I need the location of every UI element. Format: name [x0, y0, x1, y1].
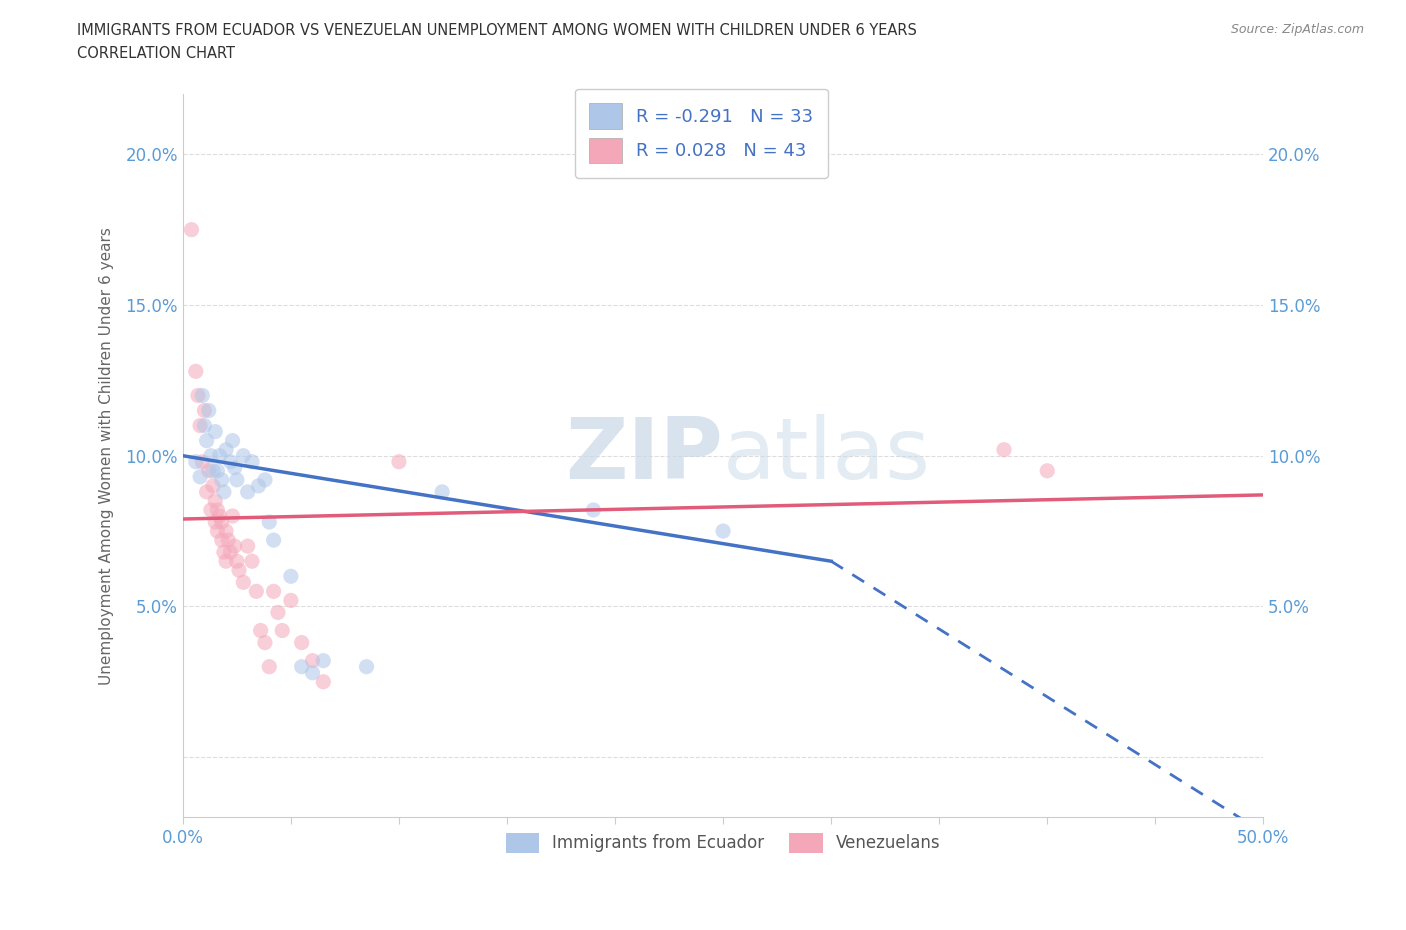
Point — [247, 478, 270, 493]
Point — [188, 470, 211, 485]
Text: ZIP: ZIP — [565, 414, 723, 498]
Point — [212, 545, 235, 560]
Point — [263, 533, 285, 548]
Point — [301, 665, 323, 680]
Point — [245, 584, 267, 599]
Point — [191, 388, 214, 403]
Y-axis label: Unemployment Among Women with Children Under 6 years: Unemployment Among Women with Children U… — [100, 227, 114, 684]
Point — [207, 463, 229, 478]
Point — [184, 364, 207, 379]
Text: atlas: atlas — [723, 414, 931, 498]
Point — [228, 563, 250, 578]
Point — [301, 653, 323, 668]
Point — [204, 494, 226, 509]
Point — [388, 455, 411, 470]
Point — [219, 455, 242, 470]
Point — [221, 509, 243, 524]
Point — [195, 485, 218, 499]
Point — [211, 472, 233, 487]
Point — [197, 403, 219, 418]
Point — [207, 502, 229, 517]
Point — [200, 448, 222, 463]
Point — [195, 433, 218, 448]
Point — [224, 538, 246, 553]
Point — [280, 593, 302, 608]
Point — [267, 605, 290, 620]
Text: Source: ZipAtlas.com: Source: ZipAtlas.com — [1230, 23, 1364, 36]
Point — [1036, 463, 1059, 478]
Point — [312, 674, 335, 689]
Point — [217, 533, 239, 548]
Point — [582, 502, 605, 517]
Point — [312, 653, 335, 668]
Point — [208, 448, 231, 463]
Point — [215, 443, 238, 458]
Point — [202, 463, 225, 478]
Point — [180, 222, 202, 237]
Point — [204, 424, 226, 439]
Point — [236, 485, 259, 499]
Point — [711, 524, 734, 538]
Point — [280, 569, 302, 584]
Legend: Immigrants from Ecuador, Venezuelans: Immigrants from Ecuador, Venezuelans — [499, 826, 948, 859]
Point — [188, 418, 211, 433]
Point — [253, 635, 276, 650]
Point — [291, 659, 314, 674]
Point — [232, 575, 254, 590]
Point — [208, 509, 231, 524]
Point — [430, 485, 453, 499]
Point — [207, 524, 229, 538]
Point — [253, 472, 276, 487]
Point — [184, 455, 207, 470]
Point — [215, 524, 238, 538]
Point — [219, 545, 242, 560]
Point — [215, 553, 238, 568]
Point — [200, 502, 222, 517]
Point — [993, 443, 1015, 458]
Point — [211, 514, 233, 529]
Point — [211, 533, 233, 548]
Point — [224, 460, 246, 475]
Point — [202, 478, 225, 493]
Point — [232, 448, 254, 463]
Point — [240, 455, 263, 470]
Point — [221, 433, 243, 448]
Point — [212, 485, 235, 499]
Point — [236, 538, 259, 553]
Point — [240, 553, 263, 568]
Point — [204, 514, 226, 529]
Point — [191, 455, 214, 470]
Point — [249, 623, 271, 638]
Text: IMMIGRANTS FROM ECUADOR VS VENEZUELAN UNEMPLOYMENT AMONG WOMEN WITH CHILDREN UND: IMMIGRANTS FROM ECUADOR VS VENEZUELAN UN… — [77, 23, 917, 38]
Point — [225, 472, 247, 487]
Point — [193, 403, 215, 418]
Point — [225, 553, 247, 568]
Point — [259, 514, 281, 529]
Point — [259, 659, 281, 674]
Text: CORRELATION CHART: CORRELATION CHART — [77, 46, 235, 61]
Point — [271, 623, 294, 638]
Point — [356, 659, 378, 674]
Point — [193, 418, 215, 433]
Point — [197, 463, 219, 478]
Point — [291, 635, 314, 650]
Point — [187, 388, 209, 403]
Point — [263, 584, 285, 599]
